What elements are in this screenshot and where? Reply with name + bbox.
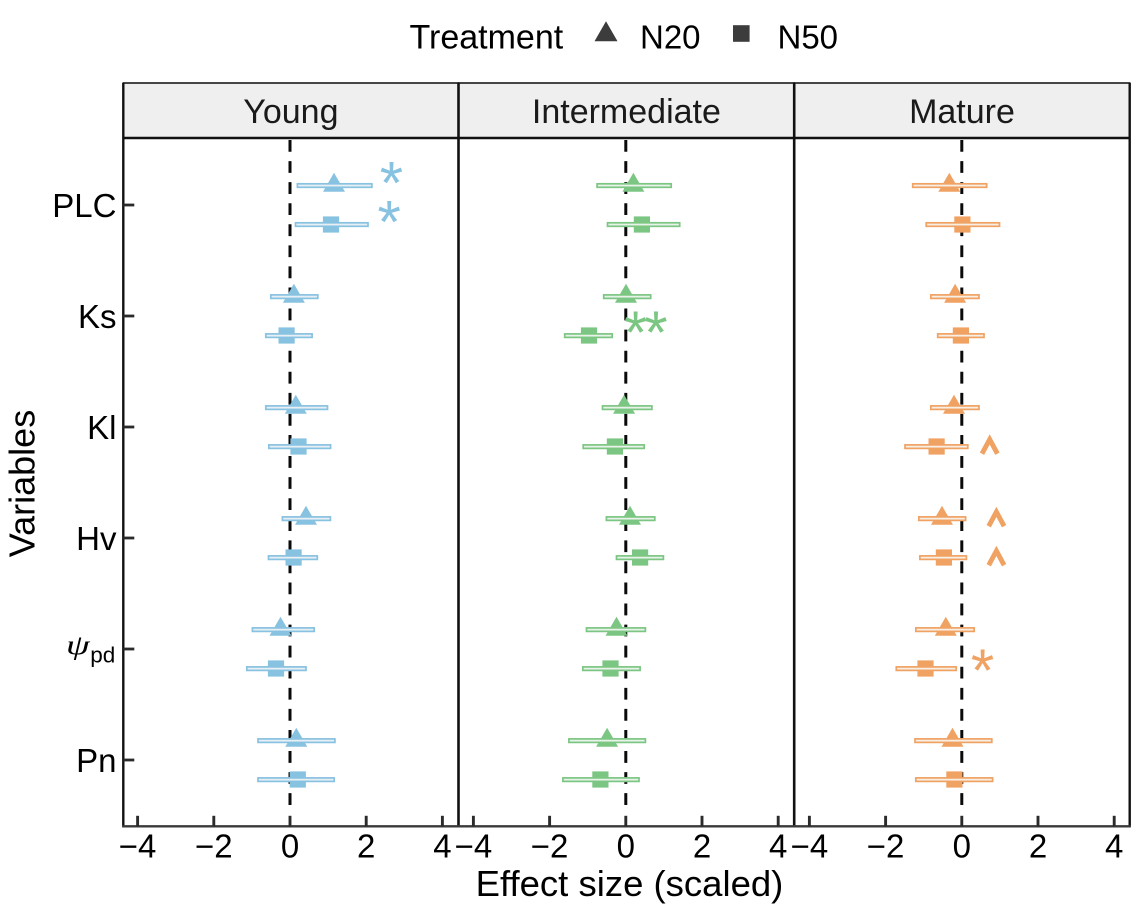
svg-text:**: ** <box>624 299 667 366</box>
svg-text:Ks: Ks <box>78 298 117 335</box>
svg-text:4: 4 <box>769 828 787 865</box>
svg-text:Young: Young <box>243 93 338 131</box>
svg-text:*: * <box>971 637 994 704</box>
svg-text:−4: −4 <box>455 828 493 865</box>
svg-text:−2: −2 <box>531 828 569 865</box>
svg-text:0: 0 <box>281 828 299 865</box>
svg-text:N20: N20 <box>640 18 701 55</box>
svg-text:2: 2 <box>693 828 711 865</box>
svg-text:ψ: ψ <box>66 631 90 660</box>
svg-text:2: 2 <box>1029 828 1047 865</box>
svg-text:Treatment: Treatment <box>410 18 564 56</box>
svg-text:Kl: Kl <box>87 409 116 446</box>
svg-text:PLC: PLC <box>52 187 116 224</box>
svg-text:4: 4 <box>1105 828 1123 865</box>
svg-text:Pn: Pn <box>76 742 116 779</box>
svg-text:−2: −2 <box>867 828 905 865</box>
svg-text:*: * <box>380 150 403 217</box>
svg-text:−2: −2 <box>195 828 233 865</box>
svg-text:Effect size (scaled): Effect size (scaled) <box>476 863 784 904</box>
svg-text:N50: N50 <box>778 18 839 55</box>
svg-text:Intermediate: Intermediate <box>532 93 721 131</box>
svg-text:*: * <box>378 189 401 256</box>
svg-text:2: 2 <box>357 828 375 865</box>
svg-text:−4: −4 <box>791 828 829 865</box>
svg-text:Mature: Mature <box>909 93 1015 131</box>
svg-text:0: 0 <box>953 828 971 865</box>
svg-text:Hv: Hv <box>76 520 117 557</box>
svg-text:4: 4 <box>433 828 451 865</box>
svg-text:0: 0 <box>617 828 635 865</box>
svg-text:pd: pd <box>90 642 115 667</box>
svg-text:−4: −4 <box>119 828 157 865</box>
svg-text:Variables: Variables <box>2 410 43 557</box>
